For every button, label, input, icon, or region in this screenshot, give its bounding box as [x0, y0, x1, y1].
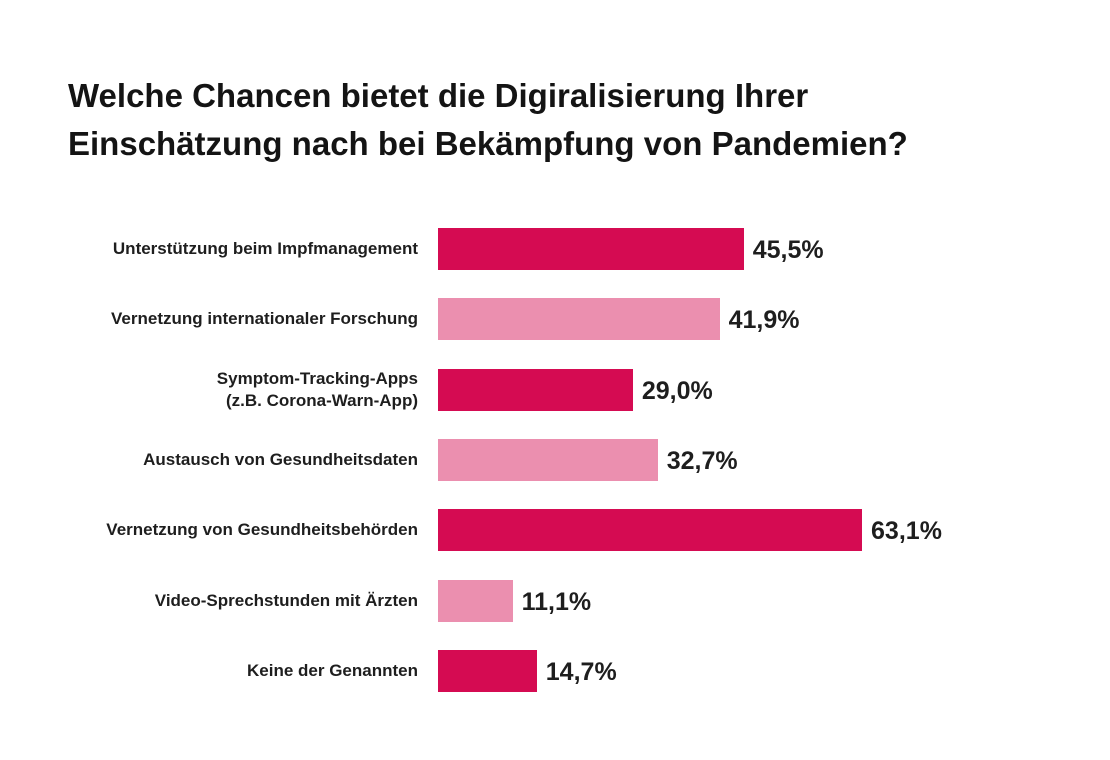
bar	[438, 509, 863, 552]
bar	[438, 368, 633, 411]
category-label-line: (z.B. Corona-Warn-App)	[225, 390, 418, 410]
category-label-line: Unterstützung beim Impfmanagement	[112, 239, 418, 258]
value-label: 32,7%	[666, 446, 738, 475]
bar	[438, 579, 513, 622]
bar	[438, 649, 537, 692]
bar	[438, 228, 744, 270]
category-label: Keine der Genannten	[18, 660, 418, 682]
category-label-line: Keine der Genannten	[247, 660, 418, 680]
category-label-line: Symptom-Tracking-Apps	[216, 368, 418, 388]
category-label: Symptom-Tracking-Apps (z.B. Corona-Warn-A…	[18, 368, 418, 412]
bar	[438, 438, 658, 481]
category-label: Unterstützung beim Impfmanagement	[18, 238, 418, 260]
value-label: 41,9%	[728, 306, 800, 335]
category-label-line: Austausch von Gesundheitsdaten	[143, 449, 418, 469]
value-label: 11,1%	[521, 587, 592, 616]
chart-title-line-1: Welche Chancen bietet die Digiralisierun…	[68, 77, 809, 114]
category-label-line: Vernetzung internationaler Forschung	[111, 309, 418, 329]
category-label: Austausch von Gesundheitsdaten	[18, 449, 418, 471]
category-label: Video-Sprechstunden mit Ärzten	[18, 590, 418, 612]
category-label: Vernetzung von Gesundheitsbehörden	[18, 519, 418, 541]
value-label: 45,5%	[752, 236, 824, 264]
bar	[438, 298, 720, 341]
category-label-line: Vernetzung von Gesundheitsbehörden	[106, 520, 418, 540]
value-label: 14,7%	[545, 657, 617, 686]
value-label: 63,1%	[871, 517, 942, 546]
category-label: Vernetzung internationaler Forschung	[18, 308, 418, 330]
category-label-line: Video-Sprechstunden mit Ärzten	[154, 590, 418, 610]
value-label: 29,0%	[641, 376, 713, 405]
chart-title: Welche Chancen bietet die Digiralisierun…	[68, 72, 1068, 168]
chart-title-line-2: Einschätzung nach bei Bekämpfung von Pan…	[68, 125, 908, 162]
